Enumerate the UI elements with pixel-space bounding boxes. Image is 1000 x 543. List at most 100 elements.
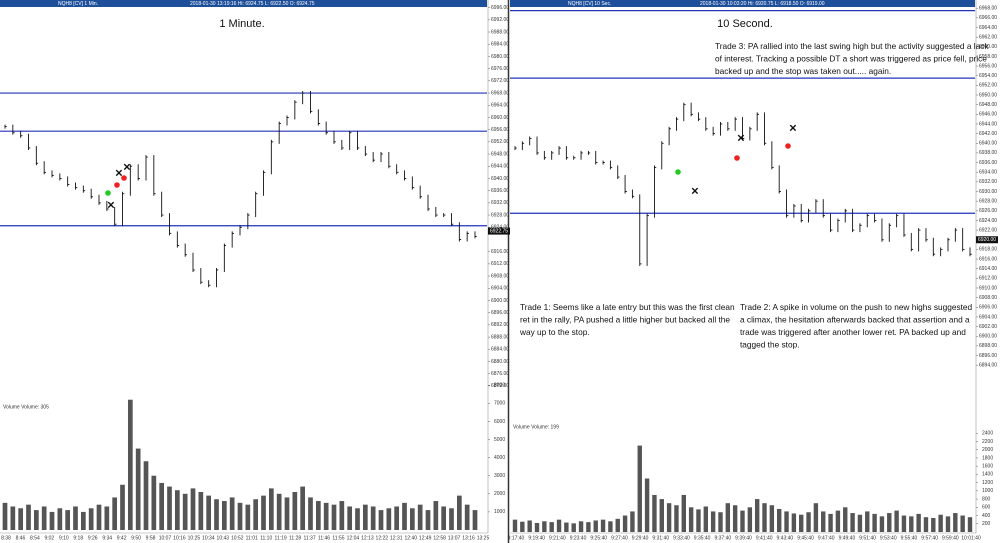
volume-bar [206, 495, 212, 530]
time-label: 9:59:40 [942, 535, 959, 541]
volume-bar [300, 486, 306, 530]
time-label: 9:34 [102, 535, 112, 541]
volume-tick-label: 400 [982, 513, 991, 519]
y-tick-label: 6896.00 [979, 353, 997, 359]
volume-bar [143, 461, 149, 530]
volume-tick-label: 8000 [494, 383, 505, 389]
y-tick-label: 6888.00 [491, 334, 509, 340]
volume-tick-label: 7000 [494, 401, 505, 407]
y-tick-label: 6910.00 [979, 285, 997, 291]
volume-bar [901, 515, 907, 532]
volume-bar [644, 478, 650, 532]
volume-bar [710, 511, 716, 532]
time-label: 13:16 [462, 535, 475, 541]
volume-tick-label: 3000 [494, 473, 505, 479]
volume-bar [18, 508, 24, 530]
y-tick-label: 6962.00 [979, 34, 997, 40]
volume-bar [887, 513, 892, 532]
y-tick-label: 6938.00 [979, 150, 997, 156]
volume-bar [916, 513, 921, 532]
y-tick-label: 6936.00 [491, 188, 509, 194]
time-label: 9:21:40 [549, 535, 566, 541]
volume-bar [409, 508, 415, 530]
y-tick-label: 6892.00 [491, 322, 509, 328]
volume-bar [725, 503, 731, 532]
y-tick-label: 6900.00 [491, 298, 509, 304]
time-label: 10:52 [231, 535, 244, 541]
y-tick-label: 6946.00 [979, 112, 997, 118]
time-label: 9:39:40 [735, 535, 752, 541]
x-marker: ✕ [107, 201, 115, 212]
annotation-line: way up to the stop. [519, 327, 590, 337]
volume-tick-label: 4000 [494, 455, 505, 461]
header-bar [510, 0, 975, 7]
y-tick-label: 6944.00 [491, 164, 509, 170]
volume-bar [41, 506, 47, 530]
y-tick-label: 6950.00 [979, 92, 997, 98]
time-label: 12:22 [376, 535, 389, 541]
y-tick-label: 6904.00 [979, 314, 997, 320]
volume-bar [872, 513, 877, 532]
y-tick-label: 6876.00 [491, 371, 509, 377]
time-label: 11:28 [289, 535, 301, 541]
entry-dot [675, 169, 681, 175]
volume-bar [732, 505, 738, 532]
time-label: 12:13 [361, 535, 374, 541]
time-label: 11:37 [303, 535, 315, 541]
time-label: 9:25:40 [590, 535, 607, 541]
volume-bar [127, 399, 133, 530]
y-tick-label: 6914.00 [979, 266, 997, 272]
volume-bar [857, 514, 863, 532]
time-label: 11:55 [332, 535, 344, 541]
volume-bar [806, 512, 811, 532]
volume-tick-label: 5000 [494, 437, 505, 443]
time-label: 9:49:40 [839, 535, 856, 541]
volume-tick-label: 2000 [494, 491, 505, 497]
time-label: 9:50 [131, 535, 141, 541]
annotation-line: of interest. Tracking a possible DT a sh… [715, 54, 987, 64]
y-tick-label: 6918.00 [979, 247, 997, 253]
volume-bar [843, 507, 848, 532]
time-label: 9:57:40 [921, 535, 938, 541]
header-stats: 2018-01-30 10:03:20 Hi: 6920.75 L: 6918.… [700, 1, 825, 7]
time-label: 9:51:40 [859, 535, 876, 541]
time-label: 11:46 [318, 535, 330, 541]
exit-dot [121, 175, 127, 181]
time-label: 9:33:40 [673, 535, 690, 541]
volume-bar [762, 503, 767, 532]
volume-bar [96, 504, 102, 530]
volume-bar [261, 495, 266, 530]
volume-bar [718, 512, 723, 532]
x-marker: ✕ [789, 124, 797, 135]
volume-bar [472, 510, 478, 530]
y-tick-label: 6940.00 [491, 176, 509, 182]
y-tick-label: 6912.00 [979, 276, 997, 282]
y-tick-label: 6926.00 [979, 208, 997, 214]
y-tick-label: 6880.00 [491, 359, 509, 365]
annotation-line: Trade 3: PA rallied into the last swing … [715, 41, 989, 51]
y-tick-label: 6964.00 [979, 25, 997, 31]
time-label: 12:58 [433, 535, 446, 541]
time-label: 13:25 [477, 535, 490, 541]
annotation-line: ret in the rally, PA pushed a little hig… [520, 315, 730, 325]
y-tick-label: 6908.00 [979, 295, 997, 301]
y-tick-label: 6922.00 [979, 227, 997, 233]
time-label: 11:10 [260, 535, 272, 541]
volume-bar [331, 504, 337, 530]
volume-tick-label: 600 [982, 505, 991, 511]
time-label: 10:25 [188, 535, 201, 541]
volume-bar [323, 502, 329, 530]
y-tick-label: 6956.00 [491, 127, 509, 133]
volume-bar [88, 508, 94, 530]
time-label: 8:38 [1, 535, 11, 541]
volume-bar [339, 501, 345, 530]
entry-dot [105, 190, 111, 196]
volume-bar [135, 448, 141, 530]
volume-label: Volume Volume: 305 [3, 404, 49, 410]
time-label: 11:19 [275, 535, 287, 541]
y-tick-label: 6872.00 [491, 383, 509, 389]
volume-bar [608, 521, 613, 532]
volume-bar [417, 504, 423, 530]
volume-bar [865, 511, 870, 532]
volume-bar [879, 516, 885, 532]
